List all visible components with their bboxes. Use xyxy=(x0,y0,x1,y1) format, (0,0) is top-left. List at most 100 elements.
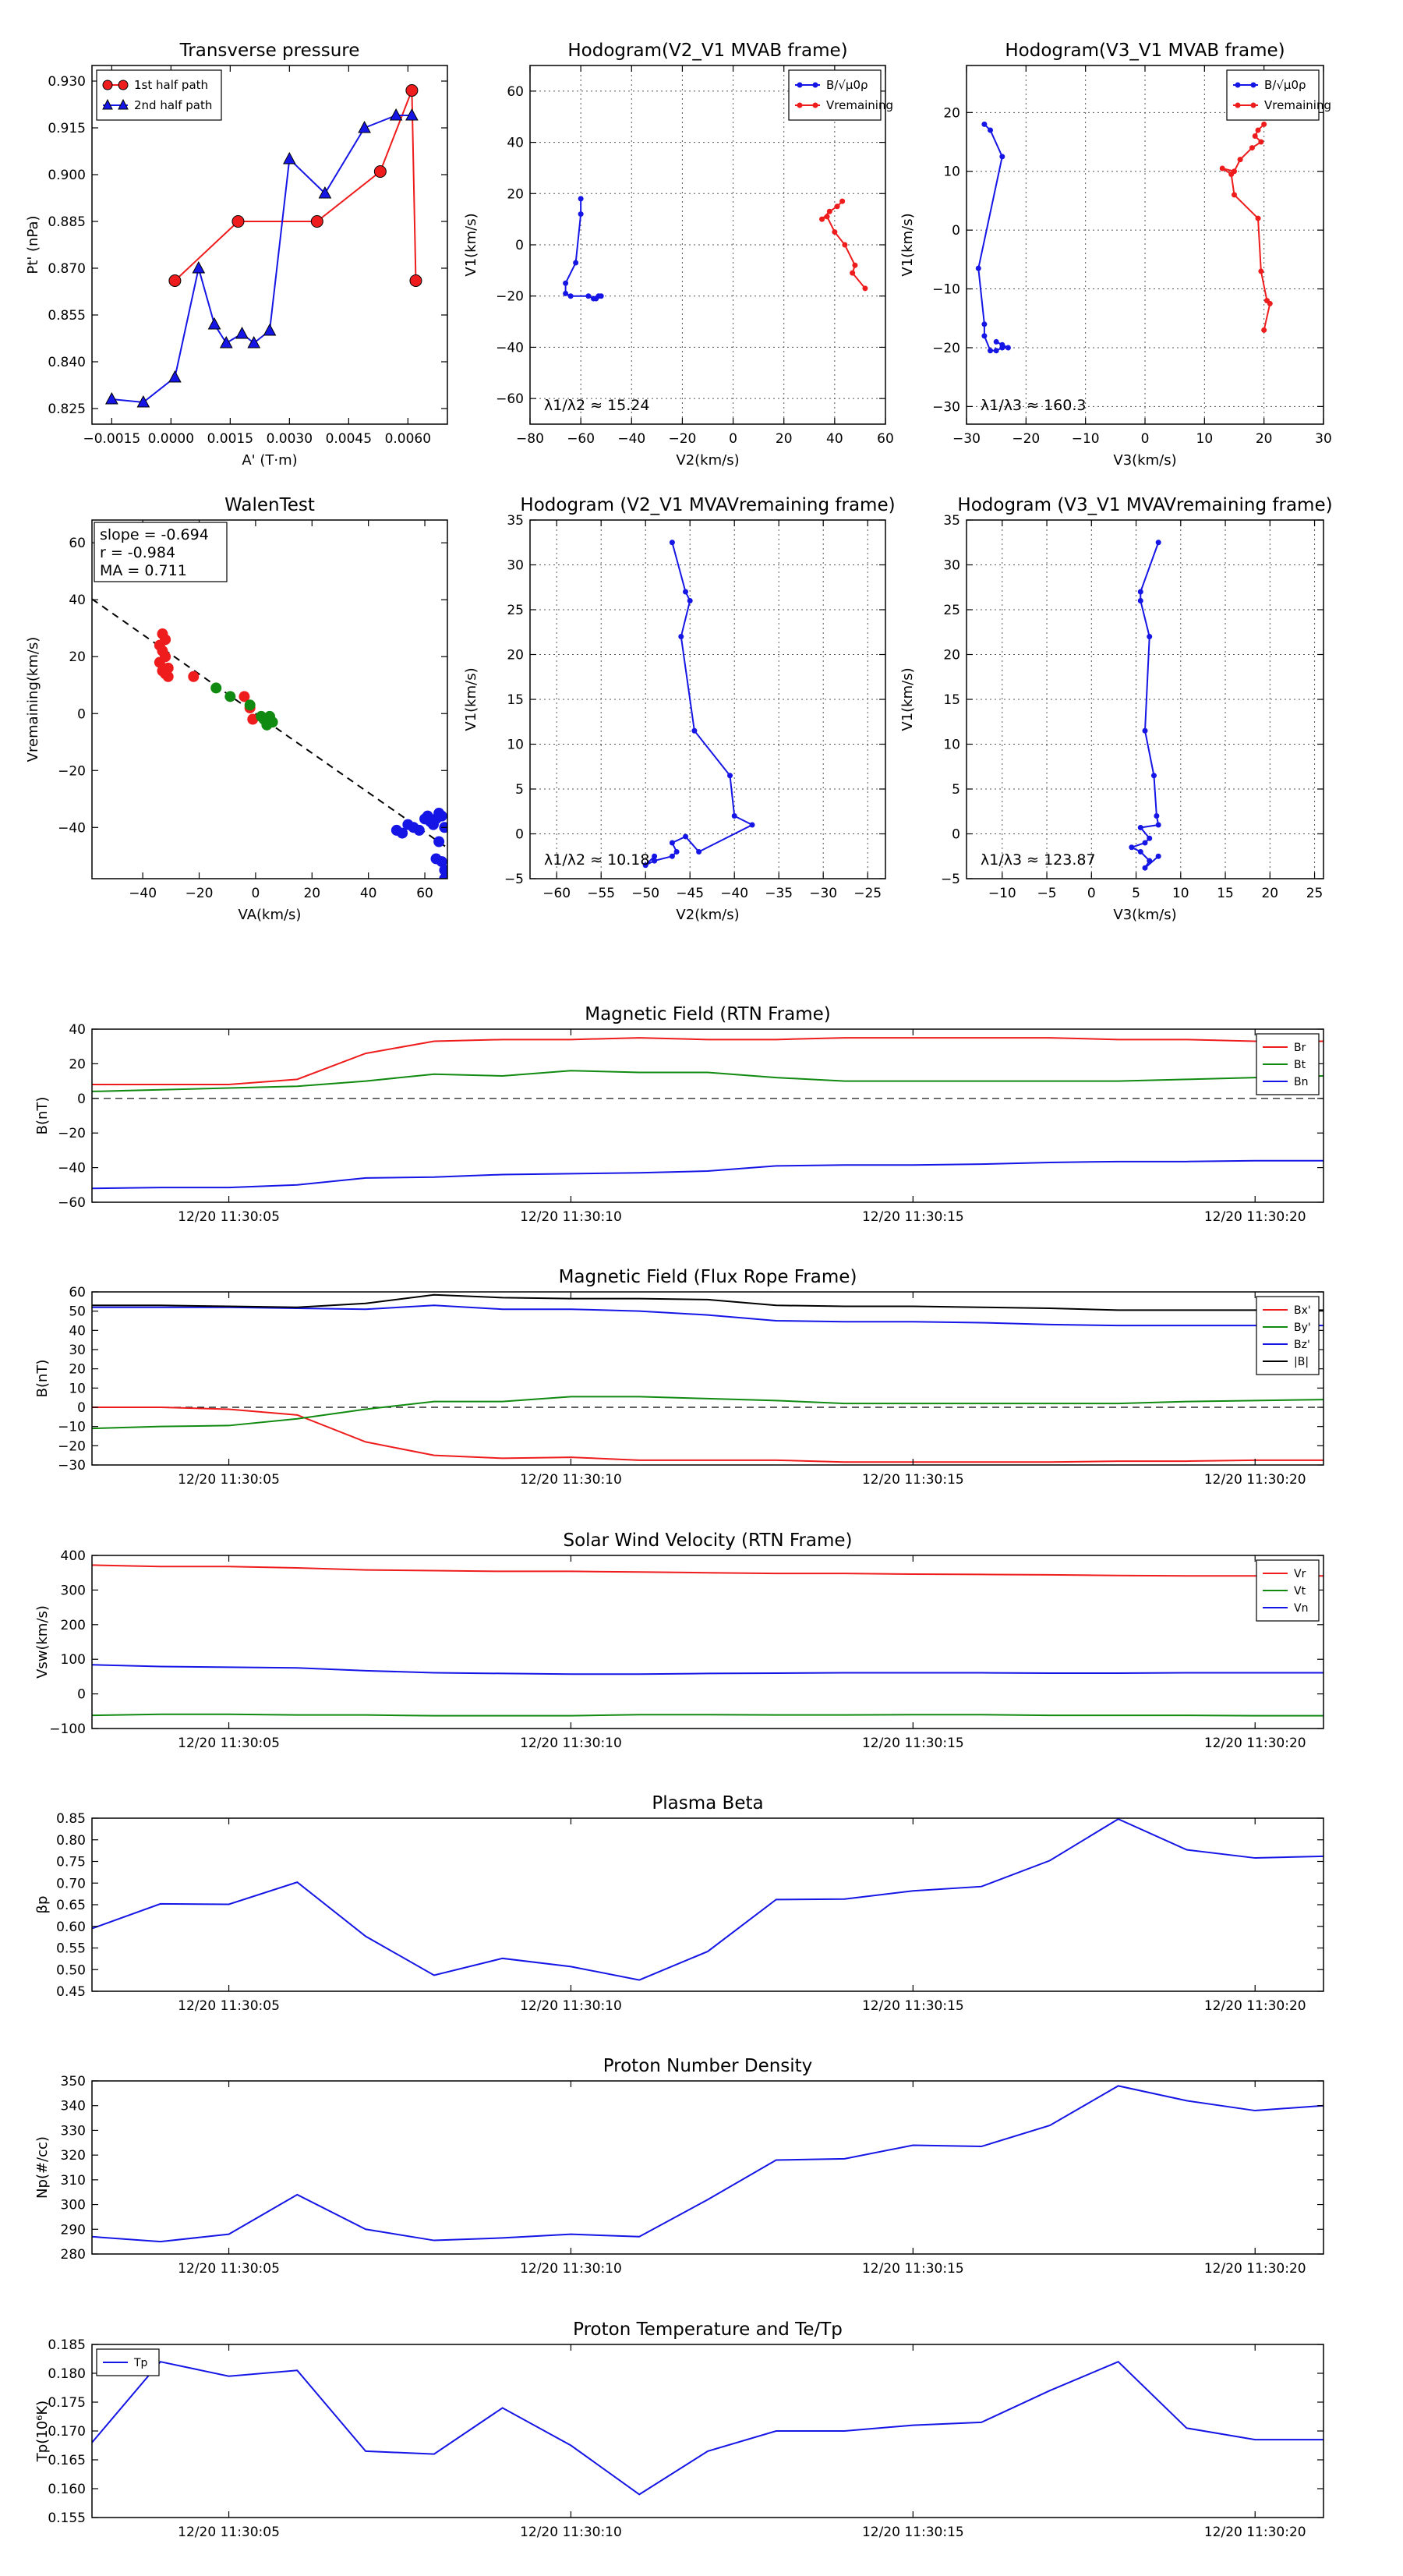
legend-label: Tp xyxy=(133,2357,148,2369)
series-line xyxy=(174,90,417,281)
y-tick-label: 10 xyxy=(943,165,960,180)
legend: Vr Vt Vn xyxy=(1256,1559,1320,1622)
y-tick-label: 0 xyxy=(515,827,524,843)
grid-lines xyxy=(530,519,885,879)
data-point xyxy=(1150,773,1157,779)
legend-entry: 1st half path xyxy=(102,78,208,92)
y-tick-label: −40 xyxy=(58,820,86,836)
data-point xyxy=(1258,268,1264,274)
data-point xyxy=(192,260,206,274)
data-point xyxy=(824,214,830,220)
data-point xyxy=(1267,300,1273,306)
legend-marker xyxy=(812,82,818,88)
data-point xyxy=(1147,858,1153,864)
y-axis-label: B(nT) xyxy=(34,1097,51,1135)
x-tick-label: 12/20 11:30:10 xyxy=(520,1998,622,2014)
x-axis-ticks: 12/20 11:30:05 12/20 11:30:10 12/20 11:30:… xyxy=(178,1555,1306,1751)
legend-label: B/√μ0ρ xyxy=(1264,78,1306,92)
series-layer xyxy=(975,121,1273,354)
chart-transverse-pressure: Transverse pressure −0.0015 0.0000 0.0015 0.… xyxy=(25,41,448,469)
x-tick-label: 20 xyxy=(1261,886,1278,901)
x-tick-label: 12/20 11:30:10 xyxy=(520,1209,622,1225)
y-tick-label: 0.55 xyxy=(56,1941,86,1957)
x-tick-label: 12/20 11:30:15 xyxy=(862,2525,964,2540)
y-axis-ticks: −30 −20 −10 0 10 20 30 40 50 60 xyxy=(58,1285,1323,1474)
x-axis-label: V3(km/s) xyxy=(1113,452,1176,469)
chart-walen-test: WalenTest −40 −20 0 20 40 60 −40 −20 0 20 40 60 VA(km… xyxy=(25,495,448,923)
chart-title: Magnetic Field (RTN Frame) xyxy=(585,1004,831,1024)
series-layer xyxy=(642,540,755,869)
y-tick-label: −10 xyxy=(932,282,960,298)
data-point xyxy=(669,840,675,846)
data-point xyxy=(1137,824,1143,830)
data-point xyxy=(652,858,658,864)
y-tick-label: 0.825 xyxy=(48,402,86,417)
legend-marker xyxy=(797,102,803,108)
x-axis-ticks: −60 −55 −50 −45 −40 −35 −30 −25 xyxy=(542,520,882,901)
data-point xyxy=(1228,172,1235,178)
x-tick-label: −10 xyxy=(1072,431,1100,447)
x-tick-label: 0.0045 xyxy=(326,431,372,447)
chart-hodogram-v3-v1-mvab: Hodogram(V3_V1 MVAB frame) −30 −20 −10 0 10 20… xyxy=(899,41,1332,469)
y-tick-label: 100 xyxy=(61,1652,86,1668)
y-tick-label: 0 xyxy=(77,1400,86,1416)
data-point xyxy=(154,656,165,668)
x-tick-label: 12/20 11:30:05 xyxy=(178,1209,280,1225)
y-tick-label: 0.840 xyxy=(48,355,86,370)
x-tick-label: 60 xyxy=(877,431,894,447)
data-point xyxy=(373,165,387,178)
y-tick-label: 300 xyxy=(61,2198,86,2213)
data-point xyxy=(669,853,675,859)
data-point xyxy=(850,270,856,276)
legend-marker xyxy=(1235,82,1241,88)
y-tick-label: 20 xyxy=(507,186,524,202)
data-point xyxy=(188,671,200,682)
chart-magnetic-field-flux-rope: Magnetic Field (Flux Rope Frame) 12/20 11… xyxy=(34,1267,1324,1488)
legend-label: 1st half path xyxy=(134,78,208,92)
series-line xyxy=(92,1293,1323,1311)
y-tick-label: 40 xyxy=(69,593,86,608)
y-tick-label: 0.930 xyxy=(48,74,86,90)
x-tick-label: 12/20 11:30:15 xyxy=(862,1998,964,2014)
series-line xyxy=(92,1037,1323,1086)
x-tick-label: 40 xyxy=(826,431,843,447)
x-tick-label: −40 xyxy=(129,886,157,901)
y-axis-label: V1(km/s) xyxy=(899,213,916,276)
series-blue xyxy=(391,808,447,879)
y-tick-label: 0.185 xyxy=(48,2337,86,2353)
y-tick-label: 40 xyxy=(507,136,524,151)
series-1st-half-path xyxy=(168,84,422,287)
x-axis-label: VA(km/s) xyxy=(239,907,302,923)
series-line xyxy=(92,1564,1323,1577)
legend-frame xyxy=(1226,69,1320,121)
series-line xyxy=(92,1304,1323,1327)
y-axis-label: βp xyxy=(34,1896,51,1914)
series-v xyxy=(1129,540,1161,871)
legend-label: Vt xyxy=(1294,1585,1306,1598)
legend-entry: Bn xyxy=(1263,1076,1308,1088)
y-tick-label: 35 xyxy=(943,513,960,529)
y-axis-label: Pt' (nPa) xyxy=(25,215,41,274)
y-tick-label: 30 xyxy=(507,558,524,574)
chart-hodogram-v2-v1-mvav: Hodogram (V2_V1 MVAVremaining frame)−60−… xyxy=(463,495,896,923)
x-tick-label: 10 xyxy=(1196,431,1214,447)
data-point xyxy=(1129,844,1135,851)
y-tick-label: 0 xyxy=(952,223,960,239)
data-point xyxy=(731,813,737,819)
y-tick-label: 60 xyxy=(69,536,86,551)
data-point xyxy=(673,849,680,855)
y-tick-label: 0.165 xyxy=(48,2453,86,2468)
chart-proton-temperature: Proton Temperature and Te/Tp 12/20 11:30:… xyxy=(34,2319,1324,2540)
y-tick-label: 0.170 xyxy=(48,2424,86,2440)
x-tick-label: 12/20 11:30:10 xyxy=(520,2261,622,2277)
x-tick-label: −30 xyxy=(952,431,981,447)
x-tick-label: −55 xyxy=(587,886,615,901)
data-point xyxy=(168,274,182,287)
data-point xyxy=(652,853,658,859)
series-line xyxy=(92,2361,1323,2496)
chart-magnetic-field-rtn: Magnetic Field (RTN Frame) 12/20 11:30:05… xyxy=(34,1004,1324,1225)
x-tick-label: −20 xyxy=(1012,431,1040,447)
y-tick-label: 50 xyxy=(69,1304,86,1320)
legend-marker xyxy=(812,102,818,108)
